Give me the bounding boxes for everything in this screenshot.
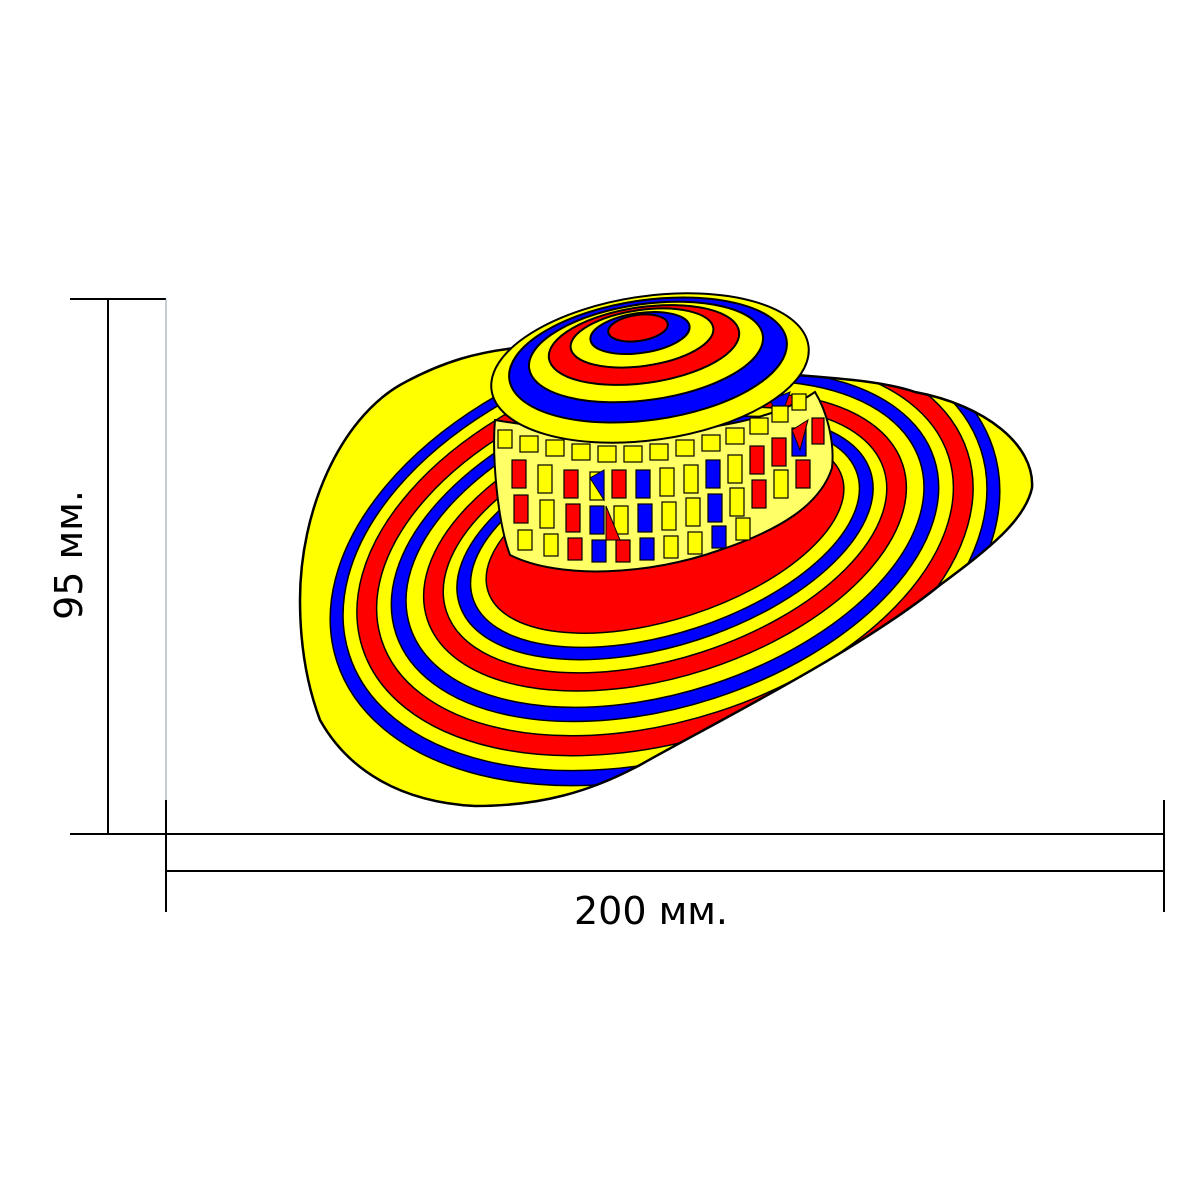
height-label: 95 мм. <box>47 490 91 620</box>
hat-brim-outline <box>298 346 1034 808</box>
hat-crown-top <box>490 292 810 444</box>
width-label: 200 мм. <box>574 889 728 933</box>
width-dimension <box>165 800 1165 912</box>
height-dimension <box>70 298 167 835</box>
